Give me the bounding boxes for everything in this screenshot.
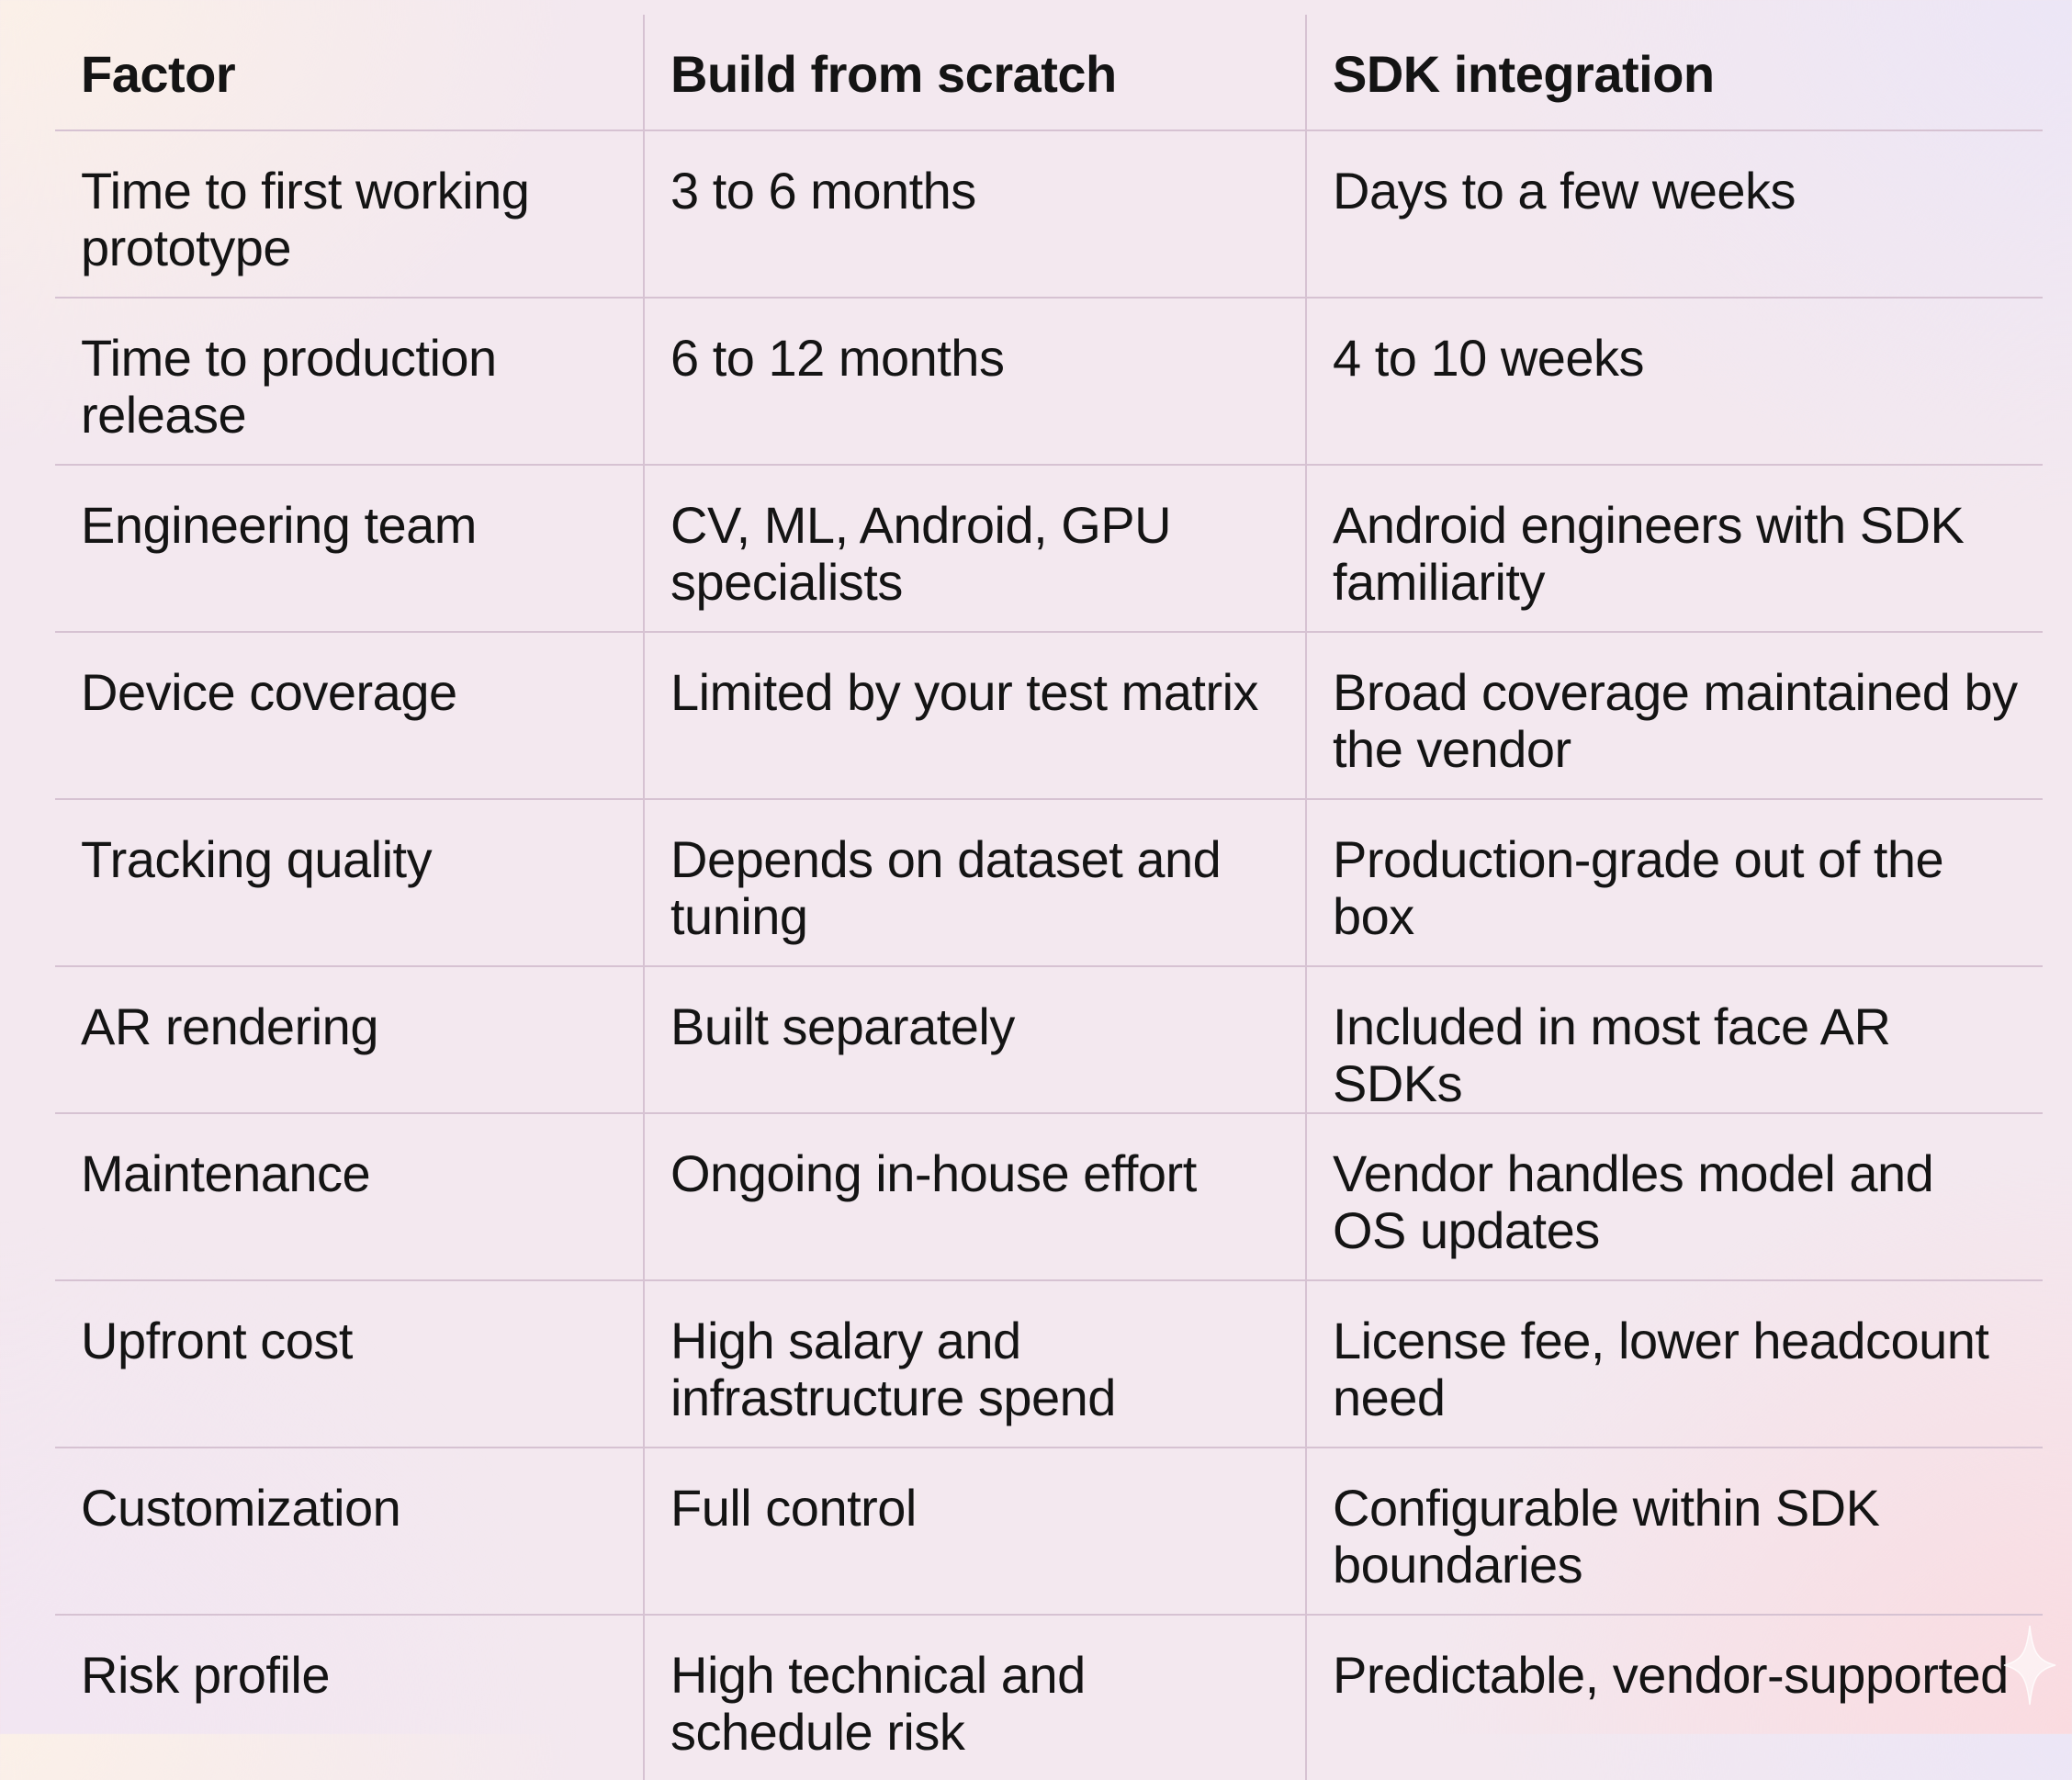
build-cell: Ongoing in-house effort <box>644 1113 1307 1281</box>
factor-cell: Engineering team <box>55 465 645 633</box>
factor-cell: Risk profile <box>55 1615 645 1780</box>
sdk-cell: License fee, lower headcount need <box>1306 1280 2043 1448</box>
sdk-cell: Production-grade out of the box <box>1306 799 2043 967</box>
factor-cell: AR rendering <box>55 966 645 1114</box>
sdk-cell: Broad coverage maintained by the vendor <box>1306 632 2043 800</box>
table-row: AR rendering Built separately Included i… <box>55 966 2043 1114</box>
build-cell: Limited by your test matrix <box>644 632 1307 800</box>
factor-cell: Time to production release <box>55 298 645 466</box>
comparison-table-container: Factor Build from scratch SDK integratio… <box>55 15 2043 1780</box>
table-row: Customization Full control Configurable … <box>55 1448 2043 1616</box>
sdk-cell: Days to a few weeks <box>1306 130 2043 299</box>
sdk-cell: 4 to 10 weeks <box>1306 298 2043 466</box>
comparison-table: Factor Build from scratch SDK integratio… <box>55 15 2043 1780</box>
build-cell: Full control <box>644 1448 1307 1616</box>
build-cell: Built separately <box>644 966 1307 1114</box>
build-cell: 6 to 12 months <box>644 298 1307 466</box>
factor-cell: Tracking quality <box>55 799 645 967</box>
header-sdk-integration: SDK integration <box>1306 15 2043 131</box>
sdk-cell: Android engineers with SDK familiarity <box>1306 465 2043 633</box>
table-row: Risk profile High technical and schedule… <box>55 1615 2043 1780</box>
table-row: Maintenance Ongoing in-house effort Vend… <box>55 1113 2043 1281</box>
table-header-row: Factor Build from scratch SDK integratio… <box>55 15 2043 131</box>
build-cell: Depends on dataset and tuning <box>644 799 1307 967</box>
table-row: Tracking quality Depends on dataset and … <box>55 799 2043 967</box>
factor-cell: Upfront cost <box>55 1280 645 1448</box>
header-build-from-scratch: Build from scratch <box>644 15 1307 131</box>
factor-cell: Customization <box>55 1448 645 1616</box>
build-cell: 3 to 6 months <box>644 130 1307 299</box>
factor-cell: Maintenance <box>55 1113 645 1281</box>
factor-cell: Device coverage <box>55 632 645 800</box>
build-cell: High technical and schedule risk <box>644 1615 1307 1780</box>
table-row: Device coverage Limited by your test mat… <box>55 632 2043 800</box>
header-factor: Factor <box>55 15 645 131</box>
sdk-cell: Predictable, vendor-supported <box>1333 1646 2009 1704</box>
sdk-cell: Configurable within SDK boundaries <box>1306 1448 2043 1616</box>
factor-cell: Time to first working prototype <box>55 130 645 299</box>
table-row: Engineering team CV, ML, Android, GPU sp… <box>55 465 2043 633</box>
table-row: Upfront cost High salary and infrastruct… <box>55 1280 2043 1448</box>
build-cell: CV, ML, Android, GPU specialists <box>644 465 1307 633</box>
table-row: Time to first working prototype 3 to 6 m… <box>55 130 2043 299</box>
table-row: Time to production release 6 to 12 month… <box>55 298 2043 466</box>
build-cell: High salary and infrastructure spend <box>644 1280 1307 1448</box>
sparkle-icon <box>2003 1625 2056 1706</box>
sdk-cell: Included in most face AR SDKs <box>1306 966 2043 1114</box>
sdk-cell: Vendor handles model and OS updates <box>1306 1113 2043 1281</box>
